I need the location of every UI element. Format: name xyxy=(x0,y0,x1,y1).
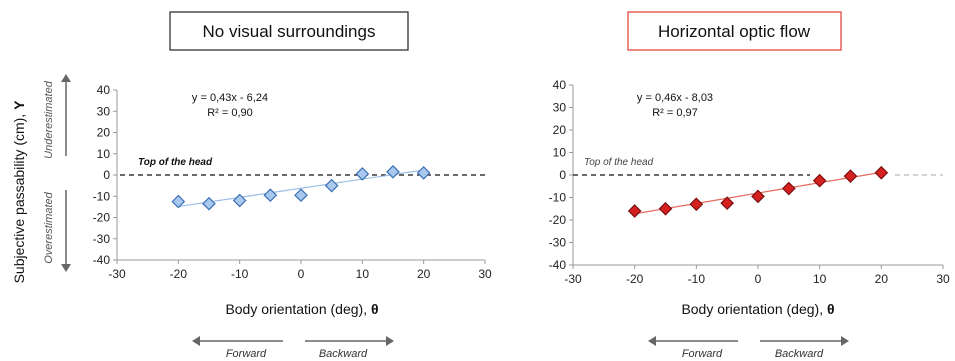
panel-2-right-arrow-icon xyxy=(841,336,849,346)
y-tick-label: 40 xyxy=(97,83,111,97)
data-point xyxy=(751,189,765,204)
data-point xyxy=(324,178,339,193)
data-point xyxy=(232,193,247,208)
data-point xyxy=(263,188,278,203)
data-point xyxy=(386,164,400,179)
y-axis-label: Subjective passability (cm), Y xyxy=(11,100,27,284)
data-point xyxy=(874,165,889,180)
y-tick-label: 0 xyxy=(559,168,566,182)
panel-1-backward-label: Backward xyxy=(319,348,368,360)
panel-2-forward-label: Forward xyxy=(682,348,723,360)
x-tick-label: -20 xyxy=(170,267,188,281)
panel-2-title-box xyxy=(627,11,842,51)
overestimated-label: Overestimated xyxy=(43,191,55,263)
y-tick-label: 0 xyxy=(103,168,110,182)
y-tick-label: -20 xyxy=(93,211,111,225)
y-tick-label: -40 xyxy=(549,258,567,272)
y-tick-label: -10 xyxy=(93,189,111,203)
y-tick-label: -10 xyxy=(549,191,567,205)
panel-2-x-axis-label: Body orientation (deg), θ xyxy=(681,301,834,317)
data-point xyxy=(627,204,642,218)
data-point xyxy=(720,196,735,210)
x-tick-label: 0 xyxy=(298,267,305,281)
panel-2-title: Horizontal optic flow xyxy=(658,22,811,41)
data-point xyxy=(781,181,796,196)
down-arrow-icon xyxy=(61,264,71,272)
underestimated-label: Underestimated xyxy=(43,80,55,159)
x-tick-label: 20 xyxy=(875,272,889,286)
panel-2-r-squared: R² = 0,97 xyxy=(652,107,698,119)
data-point xyxy=(812,173,827,188)
y-tick-label: 30 xyxy=(553,101,567,115)
panel-2-left-arrow-icon xyxy=(648,336,656,346)
x-tick-label: -30 xyxy=(108,267,126,281)
x-tick-label: -10 xyxy=(688,272,706,286)
x-tick-label: -10 xyxy=(231,267,249,281)
y-tick-label: 10 xyxy=(553,146,567,160)
x-tick-label: 30 xyxy=(936,272,950,286)
y-tick-label: 10 xyxy=(97,147,111,161)
panel-no-visual-surroundings: No visual surroundings -40-30-20-1001020… xyxy=(93,11,492,360)
data-point xyxy=(843,169,858,183)
panel-1-right-arrow-icon xyxy=(386,336,394,346)
data-point xyxy=(658,201,673,216)
y-tick-label: -30 xyxy=(549,236,567,250)
x-tick-label: -20 xyxy=(626,272,644,286)
y-tick-label: 30 xyxy=(97,104,111,118)
data-point xyxy=(689,197,704,212)
panel-2-head-label: Top of the head xyxy=(584,157,654,168)
x-tick-label: 30 xyxy=(478,267,492,281)
panel-1-r-squared: R² = 0,90 xyxy=(207,107,253,119)
panel-1-title-box xyxy=(169,11,409,51)
up-arrow-icon xyxy=(61,74,71,82)
panel-horizontal-optic-flow: Horizontal optic flow -40-30-20-10010203… xyxy=(549,11,950,360)
trendline xyxy=(178,169,424,208)
data-point xyxy=(171,194,186,209)
x-tick-label: 20 xyxy=(417,267,431,281)
y-tick-label: -20 xyxy=(549,213,567,227)
data-point xyxy=(202,196,216,211)
panel-1-x-axis-label: Body orientation (deg), θ xyxy=(225,301,378,317)
panel-1-equation: y = 0,43x - 6,24 xyxy=(192,92,268,104)
panel-2-equation: y = 0,46x - 8,03 xyxy=(637,92,713,104)
x-tick-label: 10 xyxy=(356,267,370,281)
y-tick-label: 40 xyxy=(553,78,567,92)
x-tick-label: 10 xyxy=(813,272,827,286)
panel-1-title: No visual surroundings xyxy=(203,22,376,41)
y-tick-label: 20 xyxy=(97,126,111,140)
data-point xyxy=(355,167,370,181)
x-tick-label: -30 xyxy=(564,272,582,286)
data-point xyxy=(294,188,308,203)
y-tick-label: -40 xyxy=(93,253,111,267)
y-tick-label: -30 xyxy=(93,232,111,246)
panel-1-left-arrow-icon xyxy=(192,336,200,346)
y-tick-label: 20 xyxy=(553,123,567,137)
x-tick-label: 0 xyxy=(755,272,762,286)
panel-1-head-label: Top of the head xyxy=(138,157,213,168)
panel-2-backward-label: Backward xyxy=(775,348,824,360)
data-point xyxy=(416,166,431,180)
panel-1-forward-label: Forward xyxy=(226,348,267,360)
